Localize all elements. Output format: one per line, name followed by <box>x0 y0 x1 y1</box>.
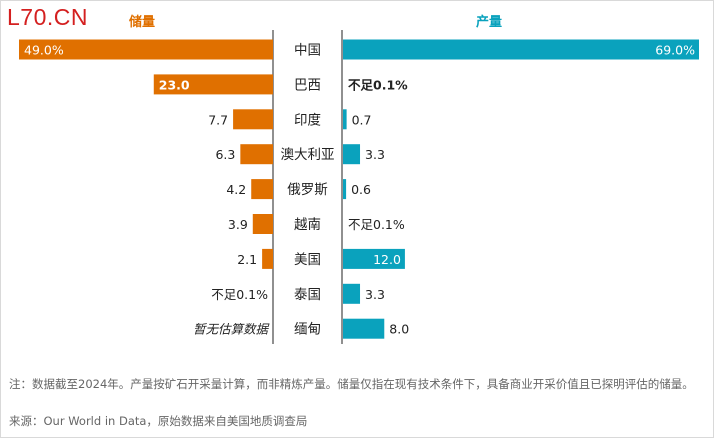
category-label: 印度 <box>294 112 321 128</box>
category-label: 美国 <box>294 252 321 268</box>
production-value-label: 8.0 <box>389 322 409 337</box>
reserves-value-label: 3.9 <box>228 217 248 232</box>
reserves-value-label: 2.1 <box>237 252 257 267</box>
category-label: 泰国 <box>294 287 321 303</box>
reserves-value-label: 7.7 <box>208 112 228 127</box>
production-bar <box>343 39 699 60</box>
production-value-label: 0.7 <box>352 112 372 127</box>
category-label: 巴西 <box>294 77 321 93</box>
production-bar <box>343 283 361 304</box>
reserves-value-label: 暂无估算数据 <box>193 322 271 337</box>
reserves-value-label: 4.2 <box>226 182 246 197</box>
reserves-value-label: 23.0 <box>159 77 190 92</box>
reserves-value-label: 不足0.1% <box>211 287 268 302</box>
category-label: 中国 <box>294 43 321 59</box>
production-value-label: 12.0 <box>373 252 401 267</box>
butterfly-bar-chart: 中国 49.0% 69.0% 巴西 23.0 不足0.1% 印度 7.7 0.7 澳大利亚 6.3 3… <box>19 30 699 344</box>
category-label: 越南 <box>294 217 321 233</box>
footnote: 注：数据截至2024年。产量按矿石开采量计算，而非精炼产量。储量仅指在现有技术条… <box>9 377 694 391</box>
brand-logo: L70.CN <box>7 4 88 30</box>
reserves-bar <box>153 74 273 95</box>
category-label: 缅甸 <box>294 322 321 338</box>
production-bar <box>343 248 405 269</box>
reserves-bar <box>262 248 273 269</box>
reserves-value-label: 6.3 <box>215 147 235 162</box>
reserves-bar <box>251 179 273 200</box>
source-note: 来源：Our World in Data，原始数据来自美国地质调查局 <box>9 414 308 428</box>
production-value-label: 3.3 <box>365 287 385 302</box>
production-value-label: 不足0.1% <box>348 77 408 92</box>
reserves-bar <box>19 39 273 60</box>
production-bar <box>343 109 347 130</box>
production-value-label: 不足0.1% <box>348 217 405 232</box>
production-column-title: 产量 <box>476 15 503 30</box>
production-bar <box>343 318 385 339</box>
reserves-bar <box>233 109 273 130</box>
category-label: 俄罗斯 <box>287 182 328 198</box>
reserves-column-title: 储量 <box>129 15 156 30</box>
production-bar <box>343 144 361 165</box>
production-value-label: 3.3 <box>365 147 385 162</box>
category-label: 澳大利亚 <box>281 147 335 163</box>
reserves-value-label: 49.0% <box>24 43 64 58</box>
reserves-bar <box>252 214 273 234</box>
production-value-label: 69.0% <box>655 43 695 58</box>
production-bar <box>343 179 347 200</box>
reserves-bar <box>240 144 273 165</box>
production-value-label: 0.6 <box>351 182 371 197</box>
